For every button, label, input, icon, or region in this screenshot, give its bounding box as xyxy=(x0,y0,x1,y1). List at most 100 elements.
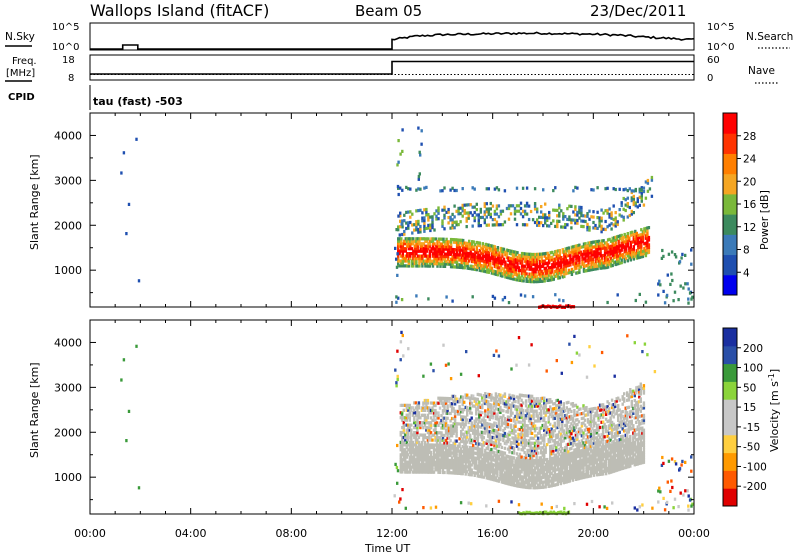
velocity-cell xyxy=(429,408,433,412)
power-cell xyxy=(486,250,489,254)
velocity-cell xyxy=(514,476,517,480)
power-cell xyxy=(522,257,525,261)
power-cell xyxy=(425,239,429,243)
velocity-cell xyxy=(425,470,428,474)
velocity-cell xyxy=(410,408,413,412)
power-cell xyxy=(622,188,625,192)
velocity-cell xyxy=(530,471,534,475)
velocity-cell xyxy=(438,441,442,445)
velocity-cell xyxy=(488,405,491,409)
power-cell xyxy=(477,241,480,245)
velocity-cell xyxy=(574,450,578,454)
power-cell xyxy=(458,238,462,242)
velocity-cell xyxy=(475,419,478,423)
power-cell xyxy=(437,257,441,261)
velocity-cell xyxy=(538,481,541,485)
velocity-cell xyxy=(475,432,478,436)
power-cell xyxy=(418,257,421,261)
velocity-cell xyxy=(402,430,405,435)
power-cell xyxy=(557,256,560,260)
velocity-cell xyxy=(562,476,565,480)
velocity-cell xyxy=(543,480,546,484)
power-cell xyxy=(520,254,524,258)
velocity-cell xyxy=(530,399,534,403)
velocity-cell xyxy=(517,472,520,476)
power-cell xyxy=(555,272,558,276)
velocity-cell xyxy=(499,408,502,412)
velocity-cell xyxy=(441,423,445,428)
power-colorbar-cell xyxy=(723,173,737,195)
power-cell xyxy=(563,252,566,256)
velocity-cell xyxy=(524,416,528,420)
power-cell xyxy=(398,264,401,268)
power-cell xyxy=(407,239,410,243)
velocity-cell xyxy=(464,455,467,459)
power-cell xyxy=(404,254,407,258)
velocity-cell xyxy=(546,465,549,469)
velocity-cell xyxy=(399,470,402,474)
velocity-cell xyxy=(438,465,442,469)
velocity-cell xyxy=(497,437,501,441)
power-cell xyxy=(457,206,460,210)
velocity-cell xyxy=(521,445,525,449)
power-cell xyxy=(436,254,439,258)
velocity-cell xyxy=(491,416,495,420)
power-cell xyxy=(640,196,643,201)
velocity-cell xyxy=(532,478,535,482)
power-cell xyxy=(403,239,406,243)
velocity-cell xyxy=(488,457,491,461)
velocity-cell xyxy=(562,436,565,440)
velocity-cell xyxy=(550,471,553,475)
velocity-cell xyxy=(580,444,584,448)
velocity-cell xyxy=(493,401,496,405)
velocity-cell xyxy=(417,421,421,425)
power-cell xyxy=(502,247,506,251)
velocity-cell xyxy=(556,465,559,469)
velocity-cell xyxy=(537,468,540,472)
power-cell xyxy=(597,244,601,248)
power-cell xyxy=(457,212,460,216)
power-cell xyxy=(528,252,531,256)
velocity-cell xyxy=(485,454,488,458)
power-cell xyxy=(640,240,643,244)
velocity-cell xyxy=(571,402,575,406)
power-cell xyxy=(458,251,462,255)
power-cell xyxy=(598,219,601,223)
power-cell xyxy=(505,248,509,252)
power-cell xyxy=(477,243,480,247)
velocity-cell xyxy=(475,400,478,404)
velocity-cell xyxy=(565,455,568,459)
velocity-cell xyxy=(466,430,469,434)
velocity-cell xyxy=(464,462,467,466)
velocity-cell xyxy=(565,475,568,479)
velocity-cell xyxy=(520,440,523,444)
power-cell xyxy=(637,246,640,250)
velocity-cell xyxy=(423,408,427,412)
velocity-cell xyxy=(452,464,455,468)
power-cell xyxy=(424,239,427,243)
velocity-cell xyxy=(541,483,544,487)
power-cell xyxy=(496,248,500,252)
power-cell xyxy=(425,210,428,214)
power-cell xyxy=(401,264,404,268)
power-cell xyxy=(471,245,474,249)
power-cell xyxy=(440,259,444,263)
power-cell xyxy=(495,253,498,257)
velocity-cell xyxy=(488,395,491,399)
power-cell xyxy=(527,217,531,222)
velocity-cell xyxy=(464,418,467,422)
power-cell xyxy=(519,293,523,297)
power-cell xyxy=(463,211,466,215)
velocity-cell xyxy=(556,398,559,402)
power-cell xyxy=(406,254,409,258)
velocity-cell xyxy=(496,424,499,428)
velocity-cell xyxy=(473,446,476,450)
velocity-cell xyxy=(582,461,585,465)
velocity-cell xyxy=(561,456,564,460)
power-cell xyxy=(584,257,587,261)
power-cell xyxy=(537,272,540,276)
velocity-cell xyxy=(425,398,428,403)
power-cell xyxy=(505,265,509,269)
power-cell xyxy=(542,213,545,217)
